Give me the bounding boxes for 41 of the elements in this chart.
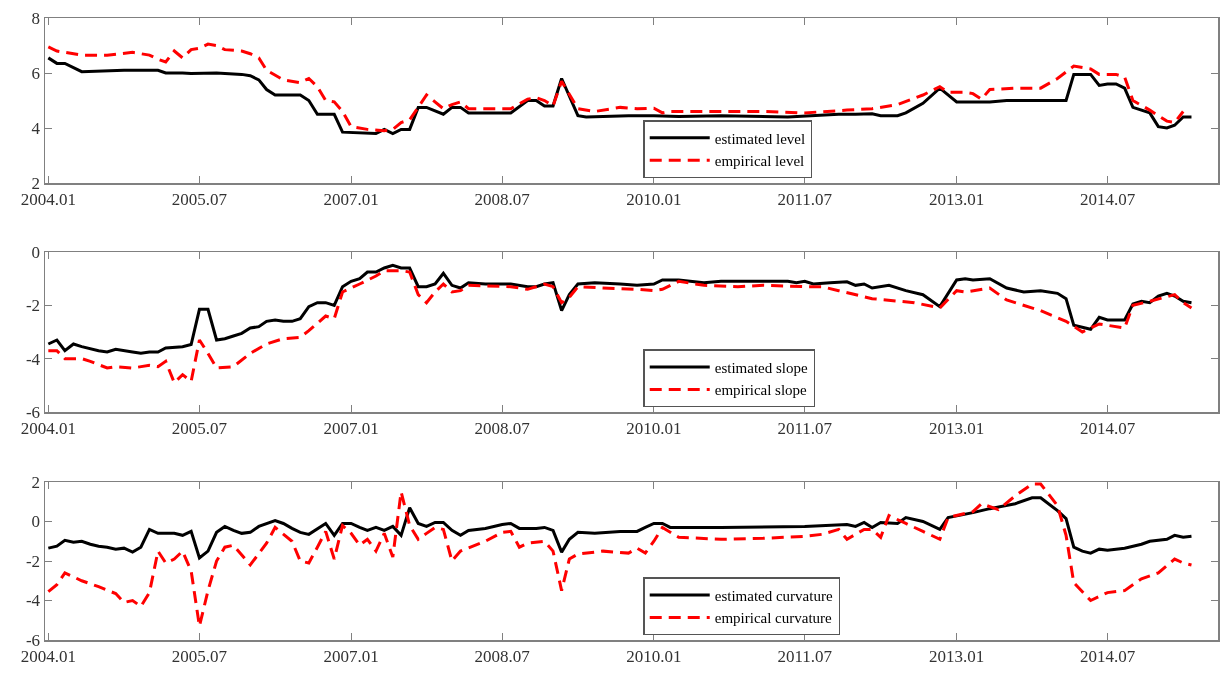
legend-label: empirical level — [714, 153, 805, 170]
line-series — [46, 263, 1193, 355]
y-tick-label: -2 — [25, 296, 41, 316]
x-tick-label: 2011.07 — [777, 189, 833, 209]
y-tick-label: -4 — [25, 349, 41, 369]
legend-label: empirical slope — [714, 382, 808, 399]
x-tick-label: 2013.01 — [929, 189, 985, 209]
x-tick-label: 2010.01 — [626, 418, 682, 438]
x-tick-label: 2011.07 — [777, 418, 833, 438]
x-tick-label: 2014.07 — [1079, 646, 1136, 666]
x-tick-label: 2005.07 — [171, 418, 228, 438]
y-tick-label: -4 — [25, 591, 41, 611]
x-tick-label: 2014.07 — [1079, 418, 1136, 438]
y-tick-label: 8 — [31, 8, 41, 28]
y-tick-label: 0 — [31, 242, 41, 262]
x-tick-label: 2010.01 — [626, 646, 682, 666]
x-tick-label: 2008.07 — [474, 189, 531, 209]
x-tick-label: 2010.01 — [626, 189, 682, 209]
legend-label: empirical curvature — [714, 610, 833, 627]
x-tick-label: 2007.01 — [323, 189, 379, 209]
x-tick-label: 2005.07 — [171, 646, 228, 666]
x-tick-label: 2007.01 — [323, 646, 379, 666]
y-tick-label: 0 — [31, 512, 41, 532]
legend-label: estimated slope — [714, 359, 808, 376]
x-tick-label: 2005.07 — [171, 189, 228, 209]
x-tick-label: 2014.07 — [1079, 189, 1136, 209]
y-tick-label: 6 — [31, 63, 41, 83]
x-tick-label: 2011.07 — [777, 646, 833, 666]
x-tick-label: 2013.01 — [929, 418, 985, 438]
x-tick-label: 2008.07 — [474, 418, 531, 438]
x-tick-label: 2008.07 — [474, 646, 531, 666]
legend-label: estimated curvature — [714, 587, 833, 604]
x-tick-label: 2007.01 — [323, 418, 379, 438]
legend-label: estimated level — [714, 130, 806, 147]
y-tick-label: 2 — [31, 472, 41, 492]
y-tick-label: -2 — [25, 551, 41, 571]
y-tick-label: 4 — [31, 118, 41, 138]
line-series — [46, 496, 1193, 560]
x-tick-label: 2013.01 — [929, 646, 985, 666]
line-series — [46, 56, 1193, 135]
line-series — [46, 42, 1185, 133]
